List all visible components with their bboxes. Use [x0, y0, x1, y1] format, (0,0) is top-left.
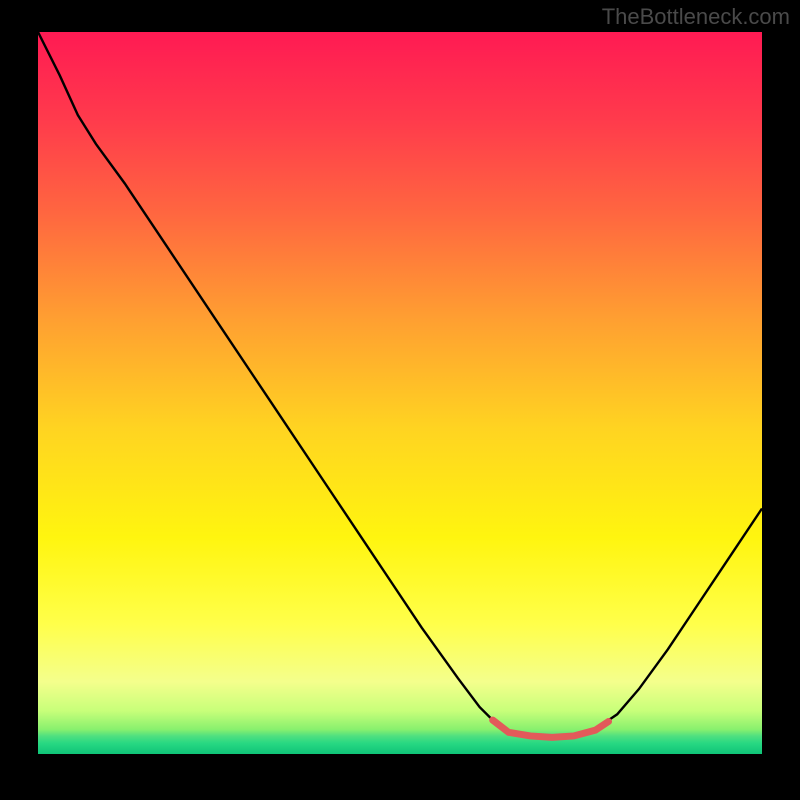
watermark-text: TheBottleneck.com	[602, 4, 790, 30]
chart-plot-area	[38, 32, 762, 754]
bottleneck-curve	[38, 32, 762, 754]
